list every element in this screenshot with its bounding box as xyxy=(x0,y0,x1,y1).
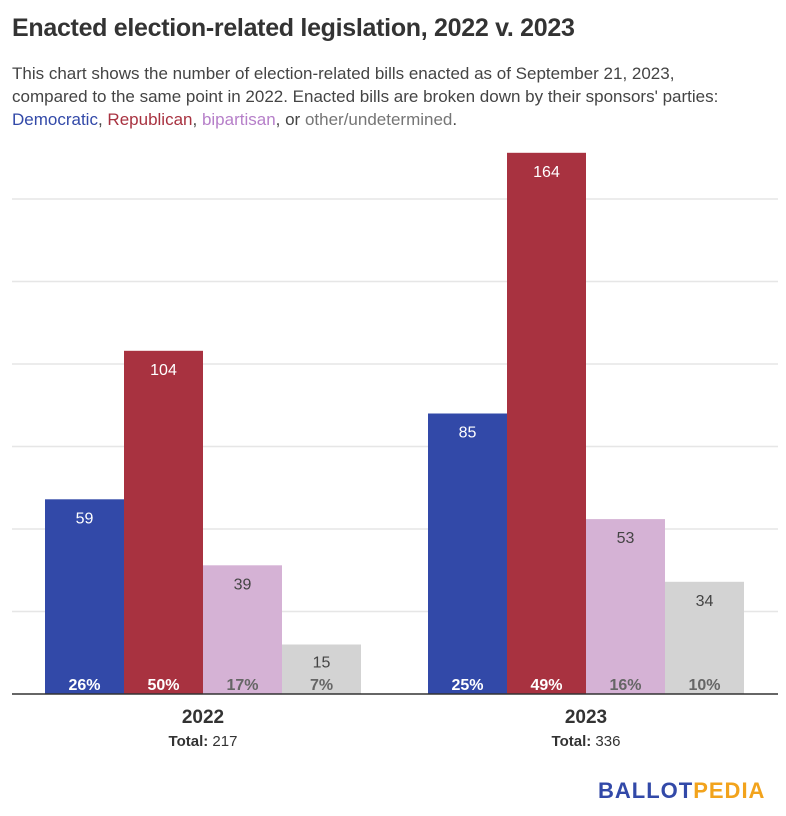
value-label: 53 xyxy=(617,530,635,547)
x-axis-labels: 2022 Total: 217 2023 Total: 336 xyxy=(169,707,621,750)
total-value: 336 xyxy=(595,733,620,750)
percent-label: 49% xyxy=(530,677,562,694)
legend-line: Democratic, Republican, bipartisan, or o… xyxy=(12,108,782,131)
percent-label: 7% xyxy=(310,677,333,694)
bar-bipartisan-2022 xyxy=(203,565,282,694)
bars xyxy=(45,152,744,695)
percent-label: 25% xyxy=(451,677,483,694)
value-label: 85 xyxy=(459,425,477,442)
description-line-2: compared to the same point in 2022. Enac… xyxy=(12,87,719,106)
bar-democratic-2022 xyxy=(45,499,124,694)
chart-description: This chart shows the number of election-… xyxy=(12,62,782,131)
bar-republican-2023 xyxy=(507,152,586,695)
description-line-1: This chart shows the number of election-… xyxy=(12,64,675,83)
logo-pedia: PEDIA xyxy=(693,778,766,803)
legend-republican: Republican xyxy=(107,110,193,129)
total-value: 217 xyxy=(212,733,237,750)
category-total: Total: 336 xyxy=(552,733,621,750)
legend-sep: , xyxy=(192,110,202,129)
value-label: 39 xyxy=(234,576,252,593)
value-label: 15 xyxy=(313,655,331,672)
chart-title: Enacted election-related legislation, 20… xyxy=(12,14,575,42)
legend-sep: , xyxy=(97,110,108,129)
legend-bipartisan: bipartisan xyxy=(201,110,276,129)
bar-democratic-2023 xyxy=(428,413,507,694)
percent-label: 16% xyxy=(609,677,641,694)
percent-label: 50% xyxy=(147,677,179,694)
value-label: 104 xyxy=(150,362,177,379)
ballotpedia-logo: BALLOTPEDIA xyxy=(598,778,765,804)
percent-label: 26% xyxy=(68,677,100,694)
legend-sep: , or xyxy=(275,110,305,129)
value-label: 34 xyxy=(696,593,714,610)
x-tick-label: 2022 xyxy=(182,707,224,728)
bar-labels: 59 26% 104 50% 39 17% 15 7% 85 25% 164 49% 53 16% 34 10… xyxy=(68,164,720,694)
bar-other-undetermined-2023 xyxy=(665,581,744,694)
value-label: 59 xyxy=(76,510,94,527)
legend-other: other/undetermined xyxy=(304,110,453,129)
total-label: Total: xyxy=(169,733,213,750)
legend-democratic: Democratic xyxy=(12,110,98,129)
bar-republican-2022 xyxy=(124,350,203,694)
percent-label: 17% xyxy=(226,677,258,694)
legend-end: . xyxy=(452,110,458,129)
bar-other-undetermined-2022 xyxy=(282,644,361,694)
category-total: Total: 217 xyxy=(169,733,238,750)
x-tick-label: 2023 xyxy=(565,707,607,728)
value-label: 164 xyxy=(533,164,560,181)
logo-ballot: BALLOT xyxy=(598,778,694,803)
total-label: Total: xyxy=(552,733,596,750)
bar-chart: 59 26% 104 50% 39 17% 15 7% 85 25% 164 49% 53 16% 34 10… xyxy=(12,152,778,750)
bar-bipartisan-2023 xyxy=(586,519,665,694)
percent-label: 10% xyxy=(688,677,720,694)
